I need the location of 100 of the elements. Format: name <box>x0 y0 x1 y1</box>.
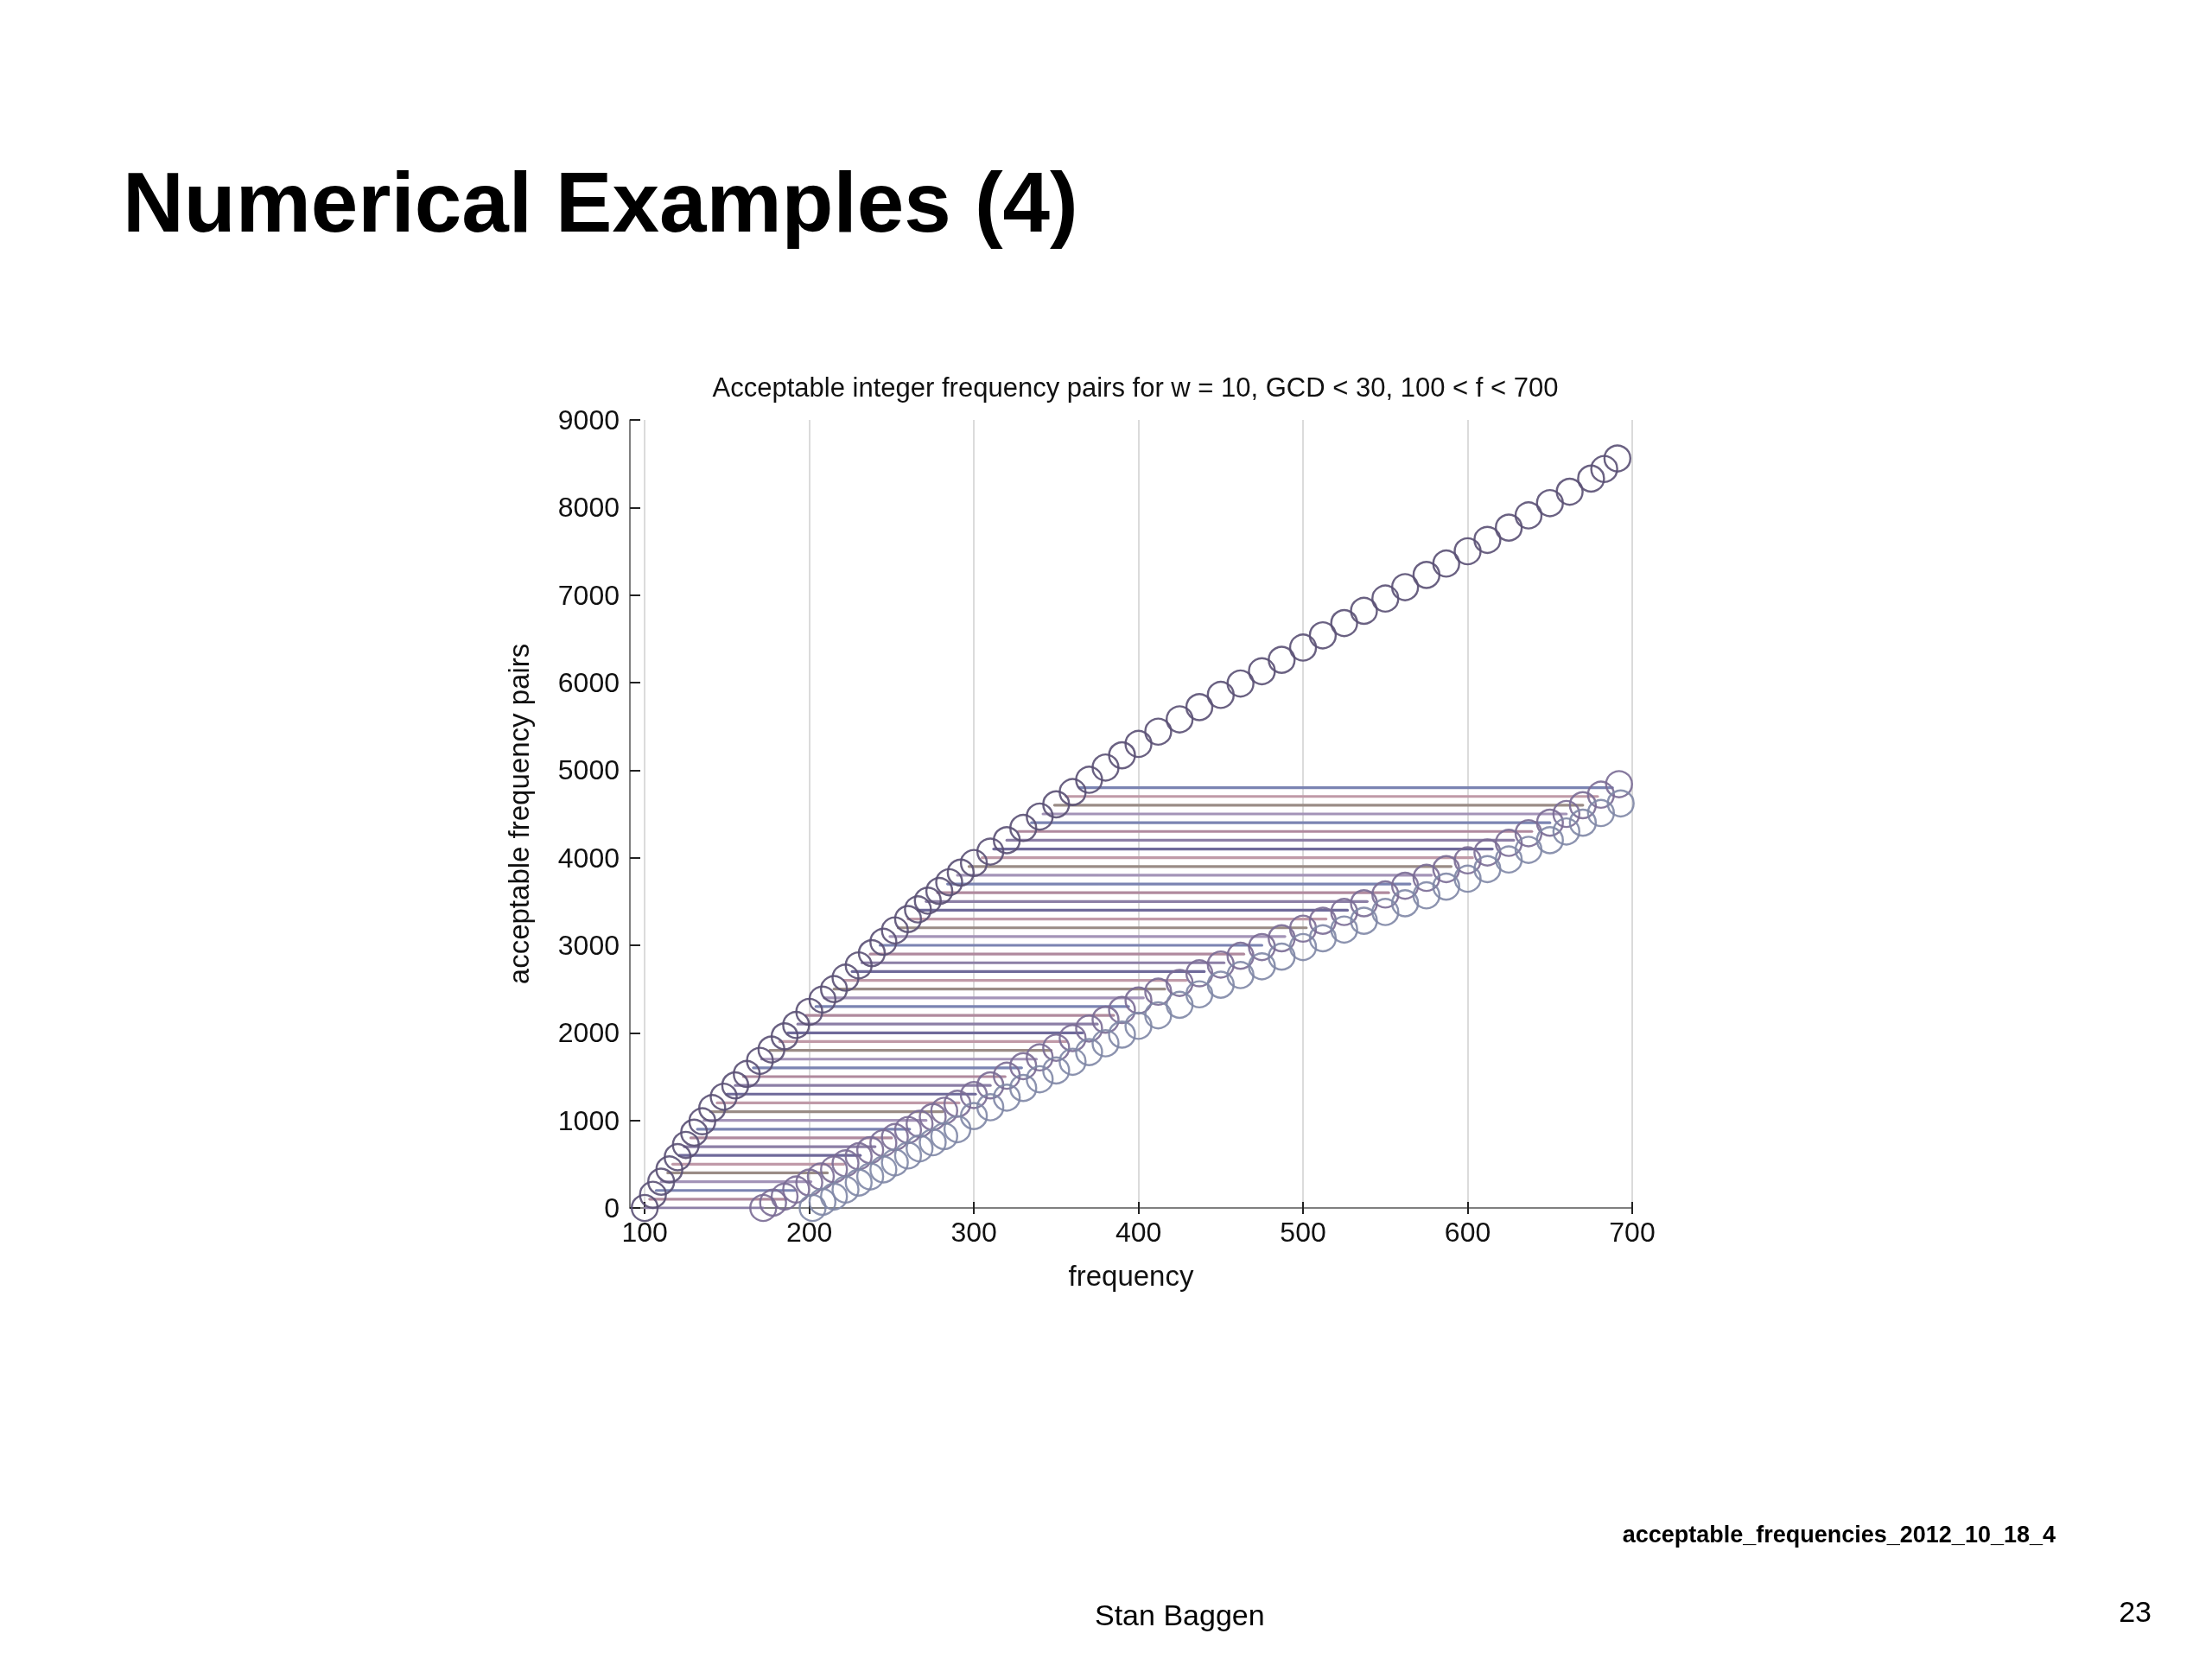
point <box>820 1182 849 1211</box>
point <box>844 1168 873 1197</box>
x-tick-label: 100 <box>621 1217 668 1248</box>
point <box>1009 1052 1038 1081</box>
x-tick-label: 500 <box>1280 1217 1326 1248</box>
point <box>1473 838 1502 867</box>
point <box>820 1155 849 1184</box>
point <box>1350 906 1378 935</box>
point <box>1473 855 1502 884</box>
point <box>869 1155 898 1184</box>
point <box>930 1096 959 1125</box>
point <box>959 1102 988 1130</box>
point <box>1605 770 1633 798</box>
point <box>880 1122 909 1152</box>
point <box>1144 1001 1173 1030</box>
point <box>1494 845 1523 874</box>
point <box>1268 924 1296 953</box>
chart-subtitle: Acceptable integer frequency pairs for w = 10, GCD < 30, 100 < f < 700 <box>712 372 1559 403</box>
point <box>1075 1014 1103 1043</box>
point <box>1390 889 1420 918</box>
point <box>943 1090 972 1118</box>
point <box>808 1187 837 1217</box>
point <box>1026 1043 1054 1071</box>
point <box>869 1128 898 1158</box>
point <box>1042 1033 1071 1062</box>
point <box>1535 826 1564 855</box>
point <box>795 1168 823 1197</box>
x-tick-label: 200 <box>785 1217 833 1248</box>
point <box>893 1141 923 1170</box>
point <box>1185 959 1214 988</box>
point <box>930 1122 959 1151</box>
point <box>906 1134 934 1163</box>
point <box>906 1109 934 1138</box>
point <box>1166 990 1194 1020</box>
y-tick-label: 5000 <box>557 754 620 786</box>
point <box>855 1162 885 1191</box>
point <box>1432 855 1460 884</box>
point <box>1226 941 1255 970</box>
point <box>1288 932 1318 962</box>
point <box>759 1188 787 1217</box>
point <box>1586 798 1616 828</box>
point <box>1185 980 1214 1008</box>
point <box>1124 986 1153 1015</box>
point <box>1108 1020 1136 1049</box>
point <box>798 1193 827 1223</box>
text: 23 <box>2119 1595 2152 1628</box>
y-tick-label: 3000 <box>557 930 620 961</box>
y-axis-title: acceptable frequency pairs <box>503 643 535 985</box>
point <box>1432 872 1460 901</box>
point <box>1009 1073 1038 1103</box>
point <box>1606 789 1635 818</box>
point <box>1494 829 1523 857</box>
point <box>1371 880 1400 909</box>
point <box>918 1128 947 1157</box>
y-tick-label: 8000 <box>557 492 620 524</box>
point <box>1268 942 1296 971</box>
point <box>893 1116 923 1144</box>
point <box>1412 863 1441 893</box>
text: acceptable_frequencies_2012_10_18_4 <box>1622 1521 2056 1548</box>
point <box>1308 924 1338 953</box>
point <box>1124 1012 1153 1040</box>
point <box>1206 950 1236 979</box>
point <box>1091 1029 1120 1058</box>
point <box>1248 952 1276 981</box>
point <box>1042 1056 1071 1085</box>
point <box>1552 799 1581 829</box>
point <box>770 1182 799 1211</box>
point <box>806 1162 836 1191</box>
point <box>1091 1005 1120 1034</box>
point <box>1390 871 1420 900</box>
y-tick-label: 4000 <box>557 842 620 874</box>
point <box>1144 977 1173 1006</box>
point <box>1288 914 1318 943</box>
point <box>831 1175 860 1204</box>
y-tick-label: 1000 <box>557 1104 620 1136</box>
point <box>844 1142 873 1171</box>
x-tick-label: 700 <box>1609 1217 1656 1248</box>
point <box>943 1115 972 1143</box>
point <box>1058 1047 1087 1076</box>
point <box>1166 969 1194 997</box>
point <box>1568 791 1598 820</box>
point <box>831 1149 860 1178</box>
y-tick-label: 2000 <box>557 1017 620 1049</box>
point <box>976 1071 1005 1100</box>
x-tick-label: 300 <box>950 1217 997 1248</box>
point <box>1453 846 1482 874</box>
chart-title: Numerical Examples (4) <box>123 155 1078 250</box>
point <box>782 1175 810 1204</box>
point <box>1248 932 1276 962</box>
point <box>1371 898 1400 926</box>
x-tick-label: 600 <box>1444 1217 1491 1248</box>
point <box>749 1193 778 1223</box>
point <box>1330 898 1358 926</box>
point <box>1350 889 1378 918</box>
point <box>976 1093 1005 1122</box>
point <box>1586 780 1616 809</box>
point <box>993 1084 1021 1112</box>
y-tick-label: 0 <box>604 1192 620 1224</box>
point <box>1568 808 1598 837</box>
point <box>1552 817 1581 846</box>
